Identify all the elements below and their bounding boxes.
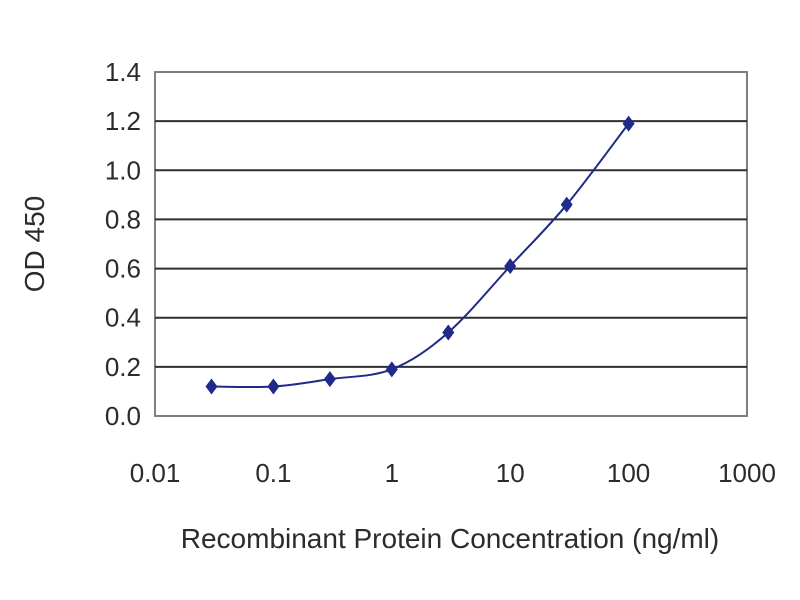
data-point-marker (504, 258, 517, 275)
data-point-marker (267, 378, 280, 395)
x-tick-label: 1 (385, 458, 399, 488)
data-point-marker (205, 378, 218, 395)
y-tick-label: 1.2 (105, 106, 141, 136)
y-tick-label: 1.0 (105, 155, 141, 185)
y-tick-labels: 0.0 0.2 0.4 0.6 0.8 1.0 1.2 1.4 (105, 57, 141, 431)
plot-area (154, 71, 748, 417)
x-tick-label: 100 (607, 458, 650, 488)
x-tick-label: 0.01 (130, 458, 181, 488)
x-tick-label: 10 (496, 458, 525, 488)
data-point-marker (323, 371, 336, 388)
y-axis-title: OD 450 (19, 196, 50, 293)
data-point-marker (442, 324, 455, 341)
y-tick-label: 0.4 (105, 303, 141, 333)
data-point-marker (560, 196, 573, 213)
x-axis-title: Recombinant Protein Concentration (ng/ml… (181, 523, 719, 554)
grid-lines (155, 120, 747, 368)
y-tick-label: 0.2 (105, 352, 141, 382)
data-point-marker (622, 115, 635, 132)
x-tick-label: 0.1 (255, 458, 291, 488)
x-tick-labels: 0.01 0.1 1 10 100 1000 (130, 458, 776, 488)
data-point-marker (385, 361, 398, 378)
data-markers (205, 115, 635, 395)
y-tick-label: 0.0 (105, 401, 141, 431)
y-tick-label: 1.4 (105, 57, 141, 87)
y-tick-label: 0.8 (105, 204, 141, 234)
y-tick-label: 0.6 (105, 254, 141, 284)
x-tick-label: 1000 (718, 458, 776, 488)
